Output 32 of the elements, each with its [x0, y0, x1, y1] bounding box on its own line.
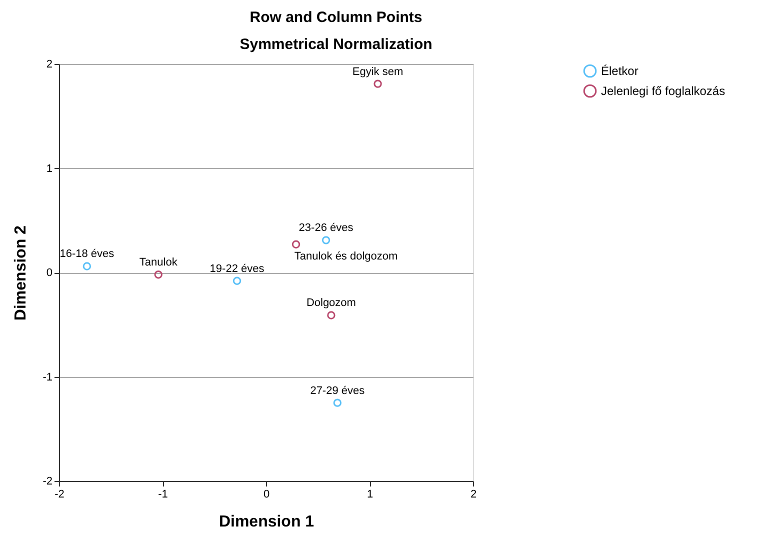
y-axis-title: Dimension 2	[12, 225, 30, 321]
x-tick-label: 0	[263, 488, 270, 500]
y-tick-label: 0	[46, 267, 52, 279]
annotation: 19-22 éves	[210, 262, 265, 275]
legend-label: Jelenlegi fő foglalkozás	[601, 84, 726, 98]
annotation: 16-18 éves	[60, 248, 115, 260]
point	[292, 240, 300, 248]
y-tick-label: 1	[46, 162, 52, 175]
chart-subtitle: Symmetrical Normalization	[240, 36, 432, 53]
x-axis-title: Dimension 1	[218, 514, 314, 530]
chart-title: Row and Column Points	[250, 9, 422, 26]
point	[154, 270, 162, 279]
x-tick-label: -2	[54, 488, 64, 500]
point	[322, 236, 330, 244]
x-tick-label: -1	[158, 488, 168, 500]
annotation: 23-26 éves	[298, 222, 354, 234]
annotation: Egyik sem	[352, 66, 404, 78]
legend-label: Életkor	[601, 64, 638, 78]
y-tick-label: 2	[46, 58, 52, 70]
x-tick-label: 2	[470, 488, 477, 500]
annotation: 27-29 éves	[310, 384, 366, 397]
x-tick-label: 1	[366, 488, 374, 500]
point	[327, 311, 336, 320]
annotation: Tanulok és dolgozom	[294, 250, 398, 262]
point	[333, 398, 342, 407]
point	[232, 276, 242, 285]
point	[82, 262, 92, 270]
annotation: Dolgozom	[306, 297, 356, 310]
annotation: Tanulok	[139, 256, 178, 269]
y-tick-label: -2	[42, 476, 52, 488]
y-tick-label: -1	[42, 371, 52, 384]
point	[374, 80, 382, 88]
